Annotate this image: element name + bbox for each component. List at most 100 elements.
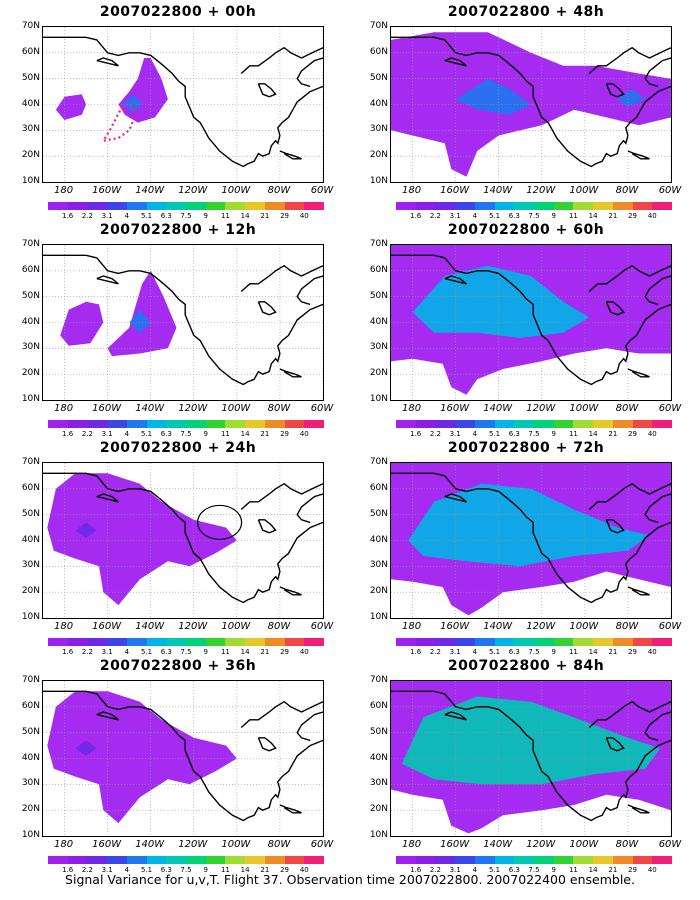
colorbar-label: 2.2 <box>429 866 441 874</box>
colorbar-swatch <box>534 856 554 864</box>
colorbar-swatch <box>415 856 436 864</box>
colorbar-swatch <box>514 856 535 864</box>
colorbar-label: 6.3 <box>508 212 520 220</box>
colorbar-label: 6.3 <box>508 430 520 438</box>
colorbar-swatch <box>87 638 108 646</box>
colorbar-label: 2.2 <box>81 866 93 874</box>
lon-tick-label: 140W <box>483 621 513 632</box>
colorbar-label: 14 <box>240 648 250 656</box>
lon-tick-label: 100W <box>221 403 251 414</box>
colorbar-swatch <box>494 856 515 864</box>
map-frame <box>390 680 672 837</box>
colorbar-swatch <box>186 420 206 428</box>
coastline <box>588 46 671 75</box>
lon-tick-label: 100W <box>221 839 251 850</box>
colorbar-label: 11 <box>220 866 230 874</box>
coastline <box>296 57 323 88</box>
colorbar-label: 3.1 <box>101 866 113 874</box>
colorbar-swatch <box>612 202 633 210</box>
colorbar-swatch <box>435 638 456 646</box>
lon-tick-label: 100W <box>569 185 599 196</box>
colorbar-swatch <box>534 638 554 646</box>
colorbar-label: 4 <box>472 648 478 656</box>
lon-tick-label: 180 <box>401 185 422 196</box>
lat-tick-label: 60N <box>21 264 40 275</box>
coastline <box>588 264 671 293</box>
colorbar-swatch <box>652 202 673 210</box>
lon-tick-label: 60W <box>310 403 334 414</box>
colorbar-label: 1.6 <box>62 430 74 438</box>
lon-tick-label: 180 <box>401 403 422 414</box>
colorbar-label: 4 <box>472 866 478 874</box>
coastline <box>43 690 323 822</box>
colorbar-swatch <box>304 638 325 646</box>
map-panel: 2007022800 + 48h 70N 60N 50N 40N 30N 20N 10N 180… <box>356 4 696 222</box>
colorbar-swatch <box>107 202 127 210</box>
lon-tick-label: 120W <box>178 185 208 196</box>
coastline <box>96 57 119 67</box>
colorbar-label: 14 <box>588 648 598 656</box>
lat-tick-label: 60N <box>369 46 388 57</box>
lat-tick-label: 40N <box>369 98 388 109</box>
panel-title: 2007022800 + 24h <box>99 440 257 456</box>
colorbar-swatch <box>126 202 147 210</box>
colorbar-labels: 1.6 2.2 3.1 4 5.1 6.3 7.5 9 11 14 21 29 40 <box>396 866 672 876</box>
colorbar-swatch <box>573 856 594 864</box>
lat-tick-label: 50N <box>369 72 388 83</box>
colorbar-label: 21 <box>260 212 270 220</box>
lat-tick-label: 50N <box>21 726 40 737</box>
lon-tick-label: 80W <box>267 621 291 632</box>
lat-tick-label: 30N <box>369 342 388 353</box>
coastline <box>43 36 323 168</box>
coastline <box>43 472 323 604</box>
lat-tick-label: 20N <box>21 150 40 161</box>
colorbar-label: 7.5 <box>528 212 540 220</box>
colorbar-swatch <box>612 638 633 646</box>
colorbar-swatch <box>494 202 515 210</box>
coastline <box>96 275 119 285</box>
colorbar-label: 3.1 <box>449 866 461 874</box>
colorbar-swatch <box>593 638 613 646</box>
colorbar-swatch <box>107 856 127 864</box>
lon-tick-label: 160W <box>92 185 122 196</box>
colorbar-swatch <box>455 856 475 864</box>
colorbar-labels: 1.6 2.2 3.1 4 5.1 6.3 7.5 9 11 14 21 29 40 <box>396 430 672 440</box>
colorbar-swatch <box>593 202 613 210</box>
lat-tick-label: 60N <box>369 700 388 711</box>
coastline <box>240 46 323 75</box>
lon-tick-label: 160W <box>92 839 122 850</box>
colorbar-label: 3.1 <box>449 648 461 656</box>
lat-tick-label: 50N <box>21 508 40 519</box>
colorbar-label: 21 <box>608 648 618 656</box>
coastline <box>605 519 625 534</box>
lat-tick-label: 60N <box>21 46 40 57</box>
lat-tick-label: 10N <box>21 612 40 622</box>
map-svg <box>43 681 323 836</box>
colorbar-swatch <box>514 420 535 428</box>
map-panel: 2007022800 + 84h 70N 60N 50N 40N 30N 20N 10N 180… <box>356 658 696 876</box>
colorbar-label: 6.3 <box>160 866 172 874</box>
colorbar-swatch <box>474 420 495 428</box>
colorbar <box>48 856 325 864</box>
colorbar-swatch <box>225 202 246 210</box>
coastline <box>588 482 671 511</box>
lon-tick-label: 80W <box>615 839 639 850</box>
colorbar-swatch <box>632 856 653 864</box>
coastline <box>627 586 650 596</box>
colorbar <box>396 202 673 210</box>
colorbar-label: 21 <box>608 430 618 438</box>
colorbar-swatch <box>612 856 633 864</box>
lon-tick-label: 60W <box>658 839 682 850</box>
colorbar <box>48 638 325 646</box>
lat-tick-label: 30N <box>369 124 388 135</box>
colorbar-labels: 1.6 2.2 3.1 4 5.1 6.3 7.5 9 11 14 21 29 40 <box>48 212 324 222</box>
lon-tick-label: 120W <box>178 839 208 850</box>
colorbar-swatch <box>107 420 127 428</box>
colorbar-label: 1.6 <box>410 648 422 656</box>
colorbar-swatch <box>435 202 456 210</box>
lon-tick-label: 160W <box>440 839 470 850</box>
colorbar-swatch <box>573 420 594 428</box>
lat-tick-label: 10N <box>21 176 40 186</box>
colorbar-swatch <box>146 202 167 210</box>
panel-title: 2007022800 + 00h <box>99 4 257 20</box>
